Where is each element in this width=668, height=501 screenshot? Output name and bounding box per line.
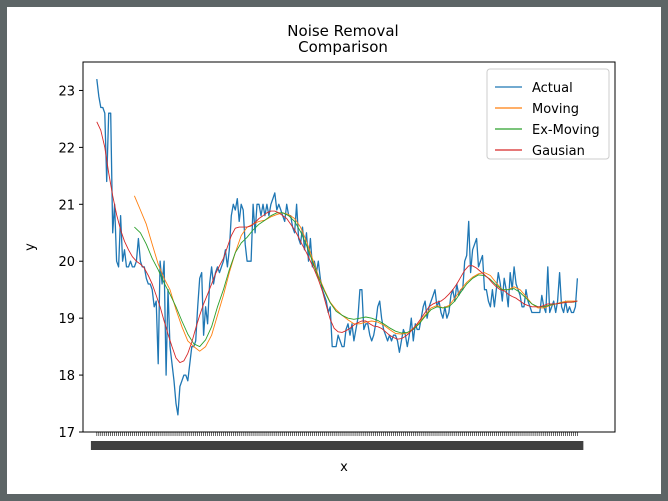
figure: Noise Removal Comparison 17 18 19 20 21 22 23 … — [7, 7, 661, 494]
series-line-ex-moving — [134, 212, 578, 348]
chart-title: Noise Removal — [287, 22, 398, 40]
series-line-actual — [96, 79, 579, 416]
y-tick-label: 20 — [58, 255, 75, 270]
y-tick-label: 23 — [58, 84, 75, 99]
y-axis-label: y — [23, 243, 38, 251]
legend: Actual Moving Ex-Moving Gausian — [486, 68, 610, 160]
y-axis: 17 18 19 20 21 22 23 — [58, 84, 83, 441]
x-tick-labels-overlapping — [90, 441, 584, 450]
y-tick-label: 22 — [58, 141, 75, 156]
x-axis-label: x — [340, 460, 348, 475]
y-tick-label: 19 — [58, 312, 75, 327]
x-axis — [90, 432, 584, 450]
y-tick-label: 17 — [58, 426, 75, 441]
chart-title-line2: Comparison — [298, 38, 388, 56]
legend-box — [486, 68, 610, 160]
y-tick-label: 21 — [58, 198, 75, 213]
chart: Noise Removal Comparison 17181920212223 … — [23, 22, 616, 475]
series-line-gausian — [96, 121, 578, 364]
legend-label-actual: Actual — [532, 81, 573, 96]
legend-label-moving: Moving — [532, 102, 579, 117]
series-layer — [96, 79, 579, 416]
legend-label-gausian: Gausian — [532, 144, 585, 159]
y-tick-label: 18 — [58, 369, 75, 384]
legend-label-ex-moving: Ex-Moving — [532, 123, 600, 138]
